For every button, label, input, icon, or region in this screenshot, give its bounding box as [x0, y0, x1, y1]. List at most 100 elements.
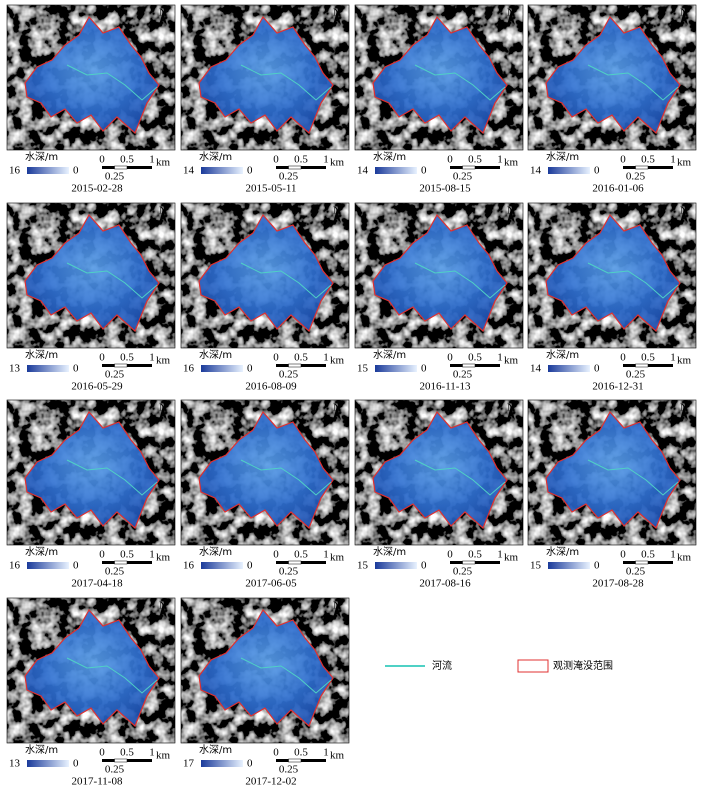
map-frame [354, 202, 524, 349]
river [587, 64, 679, 101]
depth-bar [201, 760, 243, 767]
scale-unit: km [156, 355, 171, 367]
river [66, 262, 158, 299]
scale-sub-label: 0.25 [105, 369, 125, 381]
scale-label: 1 [149, 154, 155, 166]
scale-bar-light [288, 165, 302, 170]
river [240, 657, 332, 694]
north-label: N [680, 7, 688, 19]
depth-bar [375, 167, 417, 174]
scale-label: 1 [149, 747, 155, 759]
north-arrow [333, 406, 341, 420]
depth-max: 14 [357, 165, 369, 177]
panel-date: 2016-11-13 [420, 381, 471, 393]
depth-unit: 水深/m [199, 151, 232, 163]
depth-unit: 水深/m [373, 151, 406, 163]
scale-label: 1 [149, 352, 155, 364]
scale-sub-label: 0.25 [105, 764, 125, 776]
depth-unit: 水深/m [25, 546, 58, 558]
scale-label: 1 [670, 352, 676, 364]
north-label: N [159, 205, 167, 217]
north-label: N [333, 402, 341, 414]
north-arrow [333, 604, 341, 618]
scale-unit: km [330, 157, 345, 169]
depth-unit: 水深/m [25, 151, 58, 163]
scale-unit: km [504, 157, 519, 169]
scale-label: 1 [497, 352, 503, 364]
depth-min: 0 [421, 165, 427, 177]
north-arrow [159, 604, 167, 618]
river [240, 262, 332, 299]
scale-label: 0.5 [120, 154, 134, 166]
scale-sub-label: 0.25 [105, 171, 125, 183]
depth-bar [548, 562, 590, 569]
map-frame [180, 4, 350, 151]
flood-extent [372, 410, 508, 530]
scale-bar-light [114, 758, 128, 763]
scale-bar-light [288, 560, 302, 565]
north-arrow [507, 11, 515, 25]
north-arrow [333, 209, 341, 223]
depth-min: 0 [73, 363, 79, 375]
map-frame [180, 399, 350, 546]
scale-sub-label: 0.25 [626, 369, 646, 381]
depth-bar [27, 562, 69, 569]
panel-date: 2017-08-16 [419, 578, 471, 590]
depth-max: 14 [183, 165, 195, 177]
scale-sub-label: 0.25 [279, 566, 299, 578]
map-frame [180, 202, 350, 349]
depth-unit: 水深/m [199, 546, 232, 558]
map-frame [6, 4, 176, 151]
river-label: 河流 [432, 659, 452, 672]
scale-bar-light [635, 363, 649, 368]
panel-date: 2016-12-31 [592, 381, 643, 393]
scale-label: 1 [670, 549, 676, 561]
panel-date: 2016-08-09 [245, 381, 297, 393]
north-label: N [507, 7, 515, 19]
depth-unit: 水深/m [373, 349, 406, 361]
scale-sub-label: 0.25 [453, 566, 473, 578]
depth-min: 0 [247, 758, 253, 770]
scale-label: 0.5 [294, 352, 308, 364]
river [66, 64, 158, 101]
depth-bar [27, 760, 69, 767]
depth-unit: 水深/m [199, 744, 232, 756]
map-frame [6, 399, 176, 546]
flood-extent [198, 15, 334, 135]
scale-unit: km [156, 750, 171, 762]
north-label: N [159, 600, 167, 612]
north-arrow [159, 209, 167, 223]
scale-label: 0.5 [294, 549, 308, 561]
scale-label: 0 [447, 352, 453, 364]
scale-label: 0 [620, 549, 626, 561]
scale-label: 0 [99, 747, 105, 759]
scale-label: 0 [99, 352, 105, 364]
scale-bar-light [635, 560, 649, 565]
flood-extent [545, 213, 681, 333]
scale-label: 1 [497, 549, 503, 561]
depth-unit: 水深/m [373, 546, 406, 558]
scale-sub-label: 0.25 [626, 171, 646, 183]
scale-label: 1 [323, 549, 329, 561]
scale-sub-label: 0.25 [453, 171, 473, 183]
north-label: N [680, 205, 688, 217]
flood-extent [372, 213, 508, 333]
depth-bar [548, 365, 590, 372]
river [587, 262, 679, 299]
scale-sub-label: 0.25 [453, 369, 473, 381]
depth-bar [27, 365, 69, 372]
scale-label: 1 [149, 549, 155, 561]
panel-date: 2017-08-28 [592, 578, 644, 590]
panel-date: 2015-05-11 [246, 183, 297, 195]
scale-bar-light [635, 165, 649, 170]
river [414, 262, 506, 299]
scale-bar-light [288, 363, 302, 368]
map-frame [6, 202, 176, 349]
scale-unit: km [504, 355, 519, 367]
map-frame [6, 597, 176, 744]
